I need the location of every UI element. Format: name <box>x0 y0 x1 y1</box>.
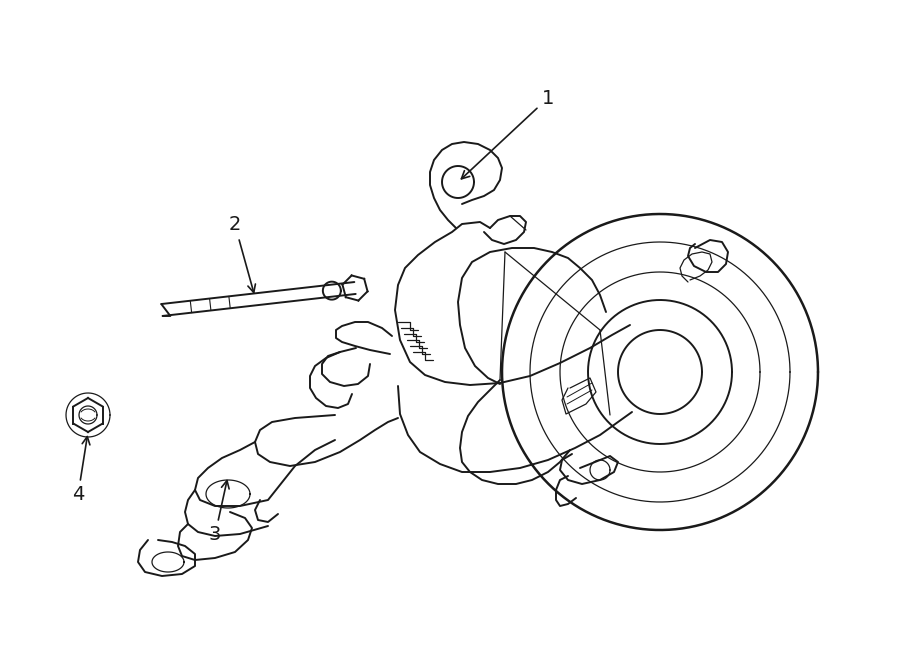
Text: 4: 4 <box>72 436 90 504</box>
Text: 2: 2 <box>229 215 256 293</box>
Text: 3: 3 <box>209 481 230 545</box>
Text: 1: 1 <box>462 89 554 179</box>
